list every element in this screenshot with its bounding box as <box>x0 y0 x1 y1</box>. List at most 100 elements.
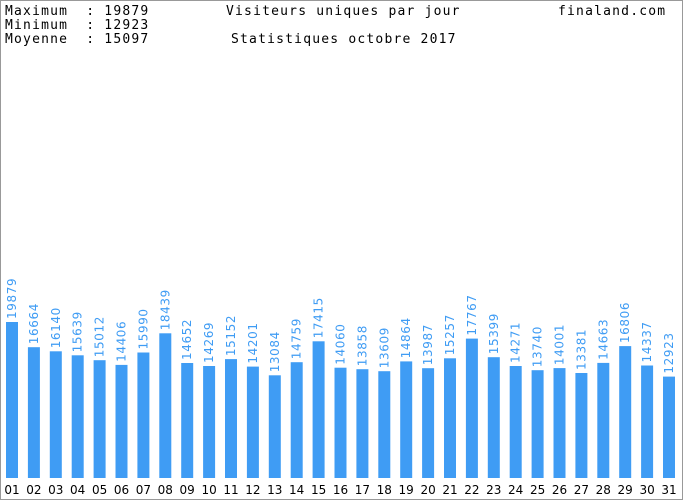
min-label: Minimum <box>5 18 69 33</box>
x-tick-label-27: 27 <box>574 483 589 497</box>
bar-17 <box>356 369 369 478</box>
data-label-14: 14759 <box>290 318 304 359</box>
bar-11 <box>225 359 237 478</box>
data-label-17: 13858 <box>355 325 369 366</box>
x-tick-label-16: 16 <box>333 483 348 497</box>
bar-23 <box>487 357 500 478</box>
data-label-15: 17415 <box>312 297 326 338</box>
data-label-29: 16806 <box>618 302 632 343</box>
x-tick-label-18: 18 <box>377 483 392 497</box>
bar-26 <box>553 368 566 478</box>
x-tick-label-05: 05 <box>92 483 107 497</box>
bar-18 <box>378 371 391 478</box>
x-tick-label-02: 02 <box>26 483 41 497</box>
x-tick-label-30: 30 <box>639 483 654 497</box>
x-tick-label-03: 03 <box>48 483 63 497</box>
data-label-05: 15012 <box>93 316 107 357</box>
bar-05 <box>93 360 106 478</box>
bar-04 <box>71 355 84 478</box>
bar-21 <box>444 358 456 478</box>
chart-title: Visiteurs uniques par jour <box>226 4 461 19</box>
x-tick-label-07: 07 <box>136 483 151 497</box>
data-label-10: 14269 <box>202 322 216 363</box>
avg-value: 15097 <box>104 32 150 47</box>
site-name: finaland.com <box>558 4 667 19</box>
x-tick-label-11: 11 <box>223 483 238 497</box>
avg-stat: Moyenne : 15097 <box>5 32 150 47</box>
x-tick-label-21: 21 <box>442 483 457 497</box>
bar-10 <box>203 366 216 478</box>
bar-13 <box>268 375 281 478</box>
data-label-04: 15639 <box>71 311 85 352</box>
bar-08 <box>159 333 172 478</box>
data-label-22: 17767 <box>465 294 479 335</box>
data-label-19: 14864 <box>399 317 413 358</box>
x-tick-label-25: 25 <box>530 483 545 497</box>
data-label-21: 15257 <box>443 314 457 355</box>
data-label-25: 13740 <box>531 326 545 367</box>
data-label-07: 15990 <box>136 308 150 349</box>
bar-16 <box>334 367 347 478</box>
x-tick-label-28: 28 <box>596 483 611 497</box>
bar-27 <box>575 373 588 478</box>
x-tick-label-31: 31 <box>661 483 676 497</box>
x-tick-label-04: 04 <box>70 483 85 497</box>
x-tick-label-26: 26 <box>552 483 567 497</box>
x-tick-label-24: 24 <box>508 483 523 497</box>
x-tick-label-09: 09 <box>180 483 195 497</box>
bar-29 <box>619 346 632 478</box>
bar-25 <box>531 370 544 478</box>
data-label-16: 14060 <box>334 324 348 365</box>
data-label-11: 15152 <box>224 315 238 356</box>
data-label-12: 14201 <box>246 322 260 363</box>
x-tick-label-10: 10 <box>201 483 216 497</box>
bar-07 <box>137 352 150 478</box>
chart-subtitle: Statistiques octobre 2017 <box>231 32 457 47</box>
x-tick-label-22: 22 <box>464 483 479 497</box>
x-tick-label-13: 13 <box>267 483 282 497</box>
data-label-26: 14001 <box>553 324 567 365</box>
x-tick-label-06: 06 <box>114 483 129 497</box>
data-label-13: 13084 <box>268 331 282 372</box>
data-label-06: 14406 <box>115 321 129 362</box>
data-label-02: 16664 <box>27 303 41 344</box>
data-label-24: 14271 <box>509 322 523 363</box>
x-tick-label-20: 20 <box>420 483 435 497</box>
bar-30 <box>641 365 654 478</box>
x-tick-label-14: 14 <box>289 483 304 497</box>
data-label-18: 13609 <box>377 327 391 368</box>
min-value: 12923 <box>104 18 150 33</box>
bar-22 <box>465 338 478 478</box>
data-label-27: 13381 <box>574 329 588 370</box>
bar-14 <box>290 362 303 478</box>
x-tick-label-17: 17 <box>355 483 370 497</box>
data-label-01: 19879 <box>5 278 19 319</box>
bar-20 <box>422 368 435 478</box>
bar-03 <box>49 351 62 478</box>
max-label: Maximum <box>5 4 69 19</box>
min-stat: Minimum : 12923 <box>5 18 150 33</box>
bar-19 <box>400 361 413 478</box>
data-label-28: 14663 <box>596 319 610 360</box>
max-stat: Maximum : 19879 <box>5 4 150 19</box>
bar-01 <box>6 322 18 478</box>
bar-06 <box>115 364 128 478</box>
data-label-31: 12923 <box>662 332 676 373</box>
bar-15 <box>312 341 325 478</box>
bar-12 <box>246 366 259 478</box>
data-label-30: 14337 <box>640 321 654 362</box>
data-label-08: 18439 <box>158 289 172 330</box>
x-tick-label-15: 15 <box>311 483 326 497</box>
data-label-03: 16140 <box>49 307 63 348</box>
x-tick-label-19: 19 <box>399 483 414 497</box>
bar-02 <box>27 347 40 478</box>
data-label-20: 13987 <box>421 324 435 365</box>
max-value: 19879 <box>104 4 150 19</box>
bar-28 <box>597 362 610 478</box>
data-label-09: 14652 <box>180 319 194 360</box>
x-tick-label-23: 23 <box>486 483 501 497</box>
data-label-23: 15399 <box>487 313 501 354</box>
bar-31 <box>663 376 675 478</box>
x-tick-label-12: 12 <box>245 483 260 497</box>
